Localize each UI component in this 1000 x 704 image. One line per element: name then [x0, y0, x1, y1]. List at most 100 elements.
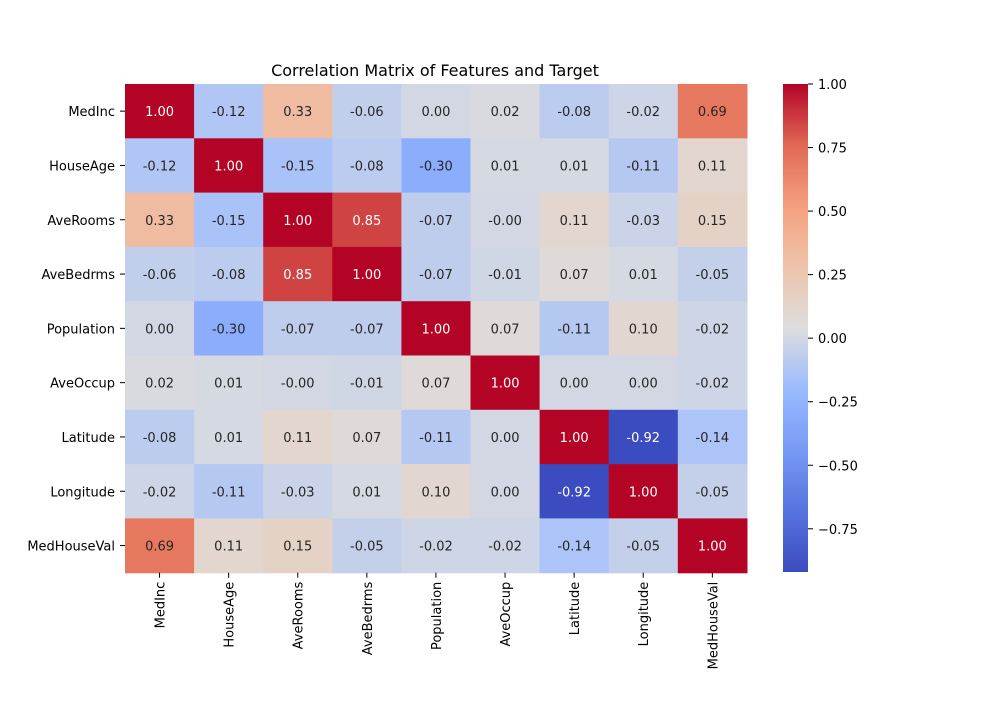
heatmap-cell	[194, 138, 264, 194]
cell-annotation: 1.00	[352, 268, 381, 283]
heatmap-cell	[401, 355, 472, 411]
heatmap-cell	[194, 84, 264, 139]
colorbar-tick-label: 0.75	[818, 142, 847, 157]
cell-annotation: -0.05	[626, 540, 660, 555]
heatmap-cell	[401, 518, 472, 574]
cell-annotation: 1.00	[145, 105, 174, 120]
cell-annotation: -0.11	[212, 485, 246, 500]
cell-annotation: 0.01	[491, 159, 520, 174]
heatmap-cell	[608, 84, 679, 139]
x-tick-label: Latitude	[568, 582, 583, 636]
y-tick-label: MedInc	[68, 105, 115, 120]
heatmap-cell	[470, 518, 541, 574]
cell-annotation: -0.14	[696, 431, 730, 446]
heatmap-annotations: 1.00 -0.12 0.33 -0.06 0.00 0.02 -0.08 -0.02 0.69…	[143, 105, 729, 554]
cell-annotation: 0.07	[560, 268, 589, 283]
heatmap-cell	[608, 464, 679, 519]
cell-annotation: -0.07	[419, 268, 453, 283]
heatmap-cell	[470, 138, 541, 194]
x-axis-tick-labels: MedInc HouseAge AveRooms AveBedrms Populatio…	[154, 572, 721, 669]
heatmap-cell	[608, 518, 679, 574]
cell-annotation: 1.00	[698, 540, 727, 555]
cell-annotation: 1.00	[421, 322, 450, 337]
cell-annotation: -0.12	[212, 105, 246, 120]
cell-annotation: -0.12	[143, 159, 177, 174]
y-axis-tick-labels: MedInc HouseAge AveRooms AveBedrms Populatio…	[27, 105, 125, 555]
colorbar-tick-label: −0.25	[818, 396, 858, 411]
cell-annotation: 0.11	[283, 431, 312, 446]
heatmap-cell	[263, 518, 333, 574]
cell-annotation: 0.00	[560, 377, 589, 392]
cell-annotation: 0.15	[698, 214, 727, 229]
heatmap-cell	[677, 355, 748, 411]
cell-annotation: 0.00	[421, 105, 450, 120]
cell-annotation: 0.01	[214, 377, 243, 392]
cell-annotation: 1.00	[491, 377, 520, 392]
cell-annotation: 0.00	[629, 377, 658, 392]
cell-annotation: -0.07	[281, 322, 315, 337]
heatmap-cell	[608, 246, 679, 302]
colorbar: 1.00 0.75 0.50 0.25 0.00 −0.25 −0.50 −0.75	[783, 78, 858, 572]
heatmap-cell	[125, 246, 195, 302]
cell-annotation: 0.33	[145, 214, 174, 229]
heatmap-cell	[263, 138, 333, 194]
heatmap-cell	[332, 355, 402, 411]
cell-annotation: 0.11	[698, 159, 727, 174]
heatmap-cells	[125, 84, 748, 574]
cell-annotation: 1.00	[283, 214, 312, 229]
cell-annotation: 0.07	[421, 377, 450, 392]
cell-annotation: 0.07	[491, 322, 520, 337]
colorbar-tick-label: −0.75	[818, 523, 858, 538]
heatmap-cell	[263, 246, 333, 302]
cell-annotation: -0.01	[350, 377, 384, 392]
cell-annotation: -0.30	[419, 159, 453, 174]
heatmap-cell	[332, 246, 402, 302]
heatmap-cell	[608, 192, 679, 248]
heatmap-cell	[608, 138, 679, 194]
cell-annotation: 1.00	[560, 431, 589, 446]
heatmap-cell	[608, 355, 679, 411]
heatmap-cell	[677, 464, 748, 519]
y-tick-label: Population	[47, 322, 115, 337]
heatmap-cell	[470, 409, 541, 465]
cell-annotation: 0.01	[214, 431, 243, 446]
x-tick-label: Population	[430, 582, 445, 650]
y-tick-label: HouseAge	[49, 159, 115, 174]
colorbar-tick-label: 0.00	[818, 332, 847, 347]
cell-annotation: 0.33	[283, 105, 312, 120]
cell-annotation: -0.92	[626, 431, 660, 446]
cell-annotation: -0.01	[488, 268, 522, 283]
heatmap-cell	[677, 192, 748, 248]
heatmap-cell	[539, 355, 610, 411]
heatmap-cell	[194, 409, 264, 465]
x-tick-label: Longitude	[637, 582, 652, 647]
heatmap-cell	[401, 464, 472, 519]
cell-annotation: -0.03	[281, 485, 315, 500]
heatmap-cell	[539, 409, 610, 465]
heatmap-cell	[677, 518, 748, 574]
colorbar-ticks: 1.00 0.75 0.50 0.25 0.00 −0.25 −0.50 −0.75	[808, 78, 858, 538]
heatmap-cell	[332, 464, 402, 519]
cell-annotation: -0.00	[488, 214, 522, 229]
cell-annotation: -0.02	[143, 485, 177, 500]
heatmap-cell	[263, 84, 333, 139]
cell-annotation: 0.00	[491, 485, 520, 500]
y-tick-label: AveBedrms	[41, 268, 115, 283]
cell-annotation: 0.02	[491, 105, 520, 120]
x-tick-label: MedInc	[154, 582, 169, 629]
heatmap-cell	[194, 355, 264, 411]
cell-annotation: -0.92	[557, 485, 591, 500]
cell-annotation: -0.00	[281, 377, 315, 392]
heatmap-cell	[125, 464, 195, 519]
cell-annotation: 0.85	[352, 214, 381, 229]
colorbar-tick-label: 0.50	[818, 205, 847, 220]
heatmap-cell	[332, 138, 402, 194]
cell-annotation: -0.08	[212, 268, 246, 283]
x-tick-label: AveOccup	[499, 582, 514, 647]
cell-annotation: -0.15	[212, 214, 246, 229]
cell-annotation: 0.00	[145, 322, 174, 337]
cell-annotation: -0.30	[212, 322, 246, 337]
cell-annotation: -0.02	[696, 377, 730, 392]
cell-annotation: -0.03	[626, 214, 660, 229]
cell-annotation: 1.00	[629, 485, 658, 500]
